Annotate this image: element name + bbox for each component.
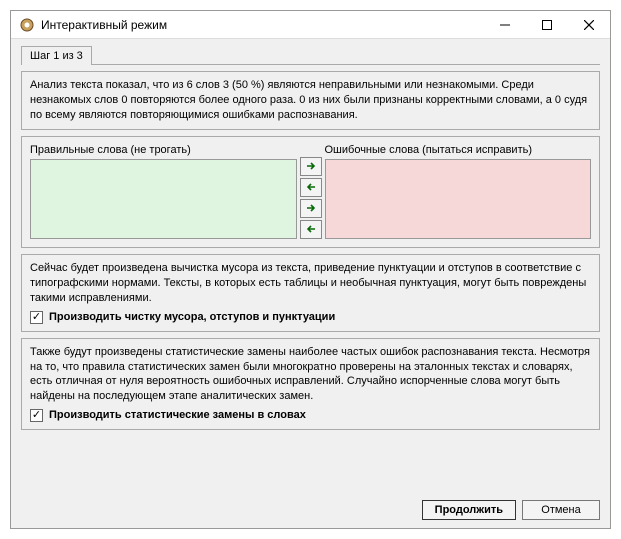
window-title: Интерактивный режим	[41, 18, 484, 32]
stats-panel: Также будут произведены статистические з…	[21, 338, 600, 430]
correct-words-listbox[interactable]	[30, 159, 297, 239]
move-left-button[interactable]	[300, 178, 322, 197]
cancel-button[interactable]: Отмена	[522, 500, 600, 520]
cleanup-checkbox[interactable]: ✓	[30, 311, 43, 324]
move-right-button[interactable]	[300, 157, 322, 176]
wrong-words-column: Ошибочные слова (пытаться исправить)	[325, 143, 592, 240]
button-bar: Продолжить Отмена	[21, 498, 600, 520]
maximize-button[interactable]	[526, 11, 568, 38]
client-area: Шаг 1 из 3 Анализ текста показал, что из…	[11, 39, 610, 528]
cleanup-checkbox-label: Производить чистку мусора, отступов и пу…	[49, 310, 335, 325]
stats-checkbox[interactable]: ✓	[30, 409, 43, 422]
stats-checkbox-label: Производить статистические замены в слов…	[49, 408, 306, 423]
move-buttons	[297, 143, 325, 240]
wrong-words-label: Ошибочные слова (пытаться исправить)	[325, 143, 592, 158]
cleanup-text: Сейчас будет произведена вычистка мусора…	[30, 261, 591, 306]
stats-text: Также будут произведены статистические з…	[30, 345, 591, 404]
close-button[interactable]	[568, 11, 610, 38]
continue-button[interactable]: Продолжить	[422, 500, 516, 520]
tab-strip: Шаг 1 из 3	[21, 45, 600, 65]
analysis-panel: Анализ текста показал, что из 6 слов 3 (…	[21, 71, 600, 130]
titlebar: Интерактивный режим	[11, 11, 610, 39]
titlebar-controls	[484, 11, 610, 38]
analysis-text: Анализ текста показал, что из 6 слов 3 (…	[30, 78, 591, 123]
correct-words-column: Правильные слова (не трогать)	[30, 143, 297, 240]
dialog-window: Интерактивный режим Шаг 1 из 3 Анализ те…	[10, 10, 611, 529]
tab-step[interactable]: Шаг 1 из 3	[21, 46, 92, 65]
app-icon	[19, 17, 35, 33]
move-all-right-button[interactable]	[300, 199, 322, 218]
wrong-words-listbox[interactable]	[325, 159, 592, 239]
minimize-button[interactable]	[484, 11, 526, 38]
correct-words-label: Правильные слова (не трогать)	[30, 143, 297, 158]
cleanup-panel: Сейчас будет произведена вычистка мусора…	[21, 254, 600, 331]
move-all-left-button[interactable]	[300, 220, 322, 239]
word-lists-panel: Правильные слова (не трогать)	[21, 136, 600, 249]
